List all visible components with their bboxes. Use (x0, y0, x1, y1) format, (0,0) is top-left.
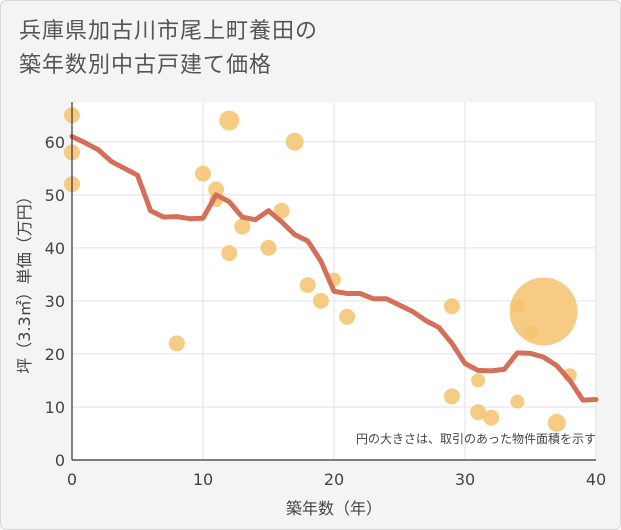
x-tick-label: 0 (67, 470, 77, 489)
y-tick-label: 0 (55, 451, 65, 470)
data-points (64, 107, 578, 432)
chart-title-line-1: 兵庫県加古川市尾上町養田の (19, 19, 319, 44)
x-tick-label: 30 (455, 470, 475, 489)
data-point (219, 110, 240, 131)
y-tick-label: 10 (45, 398, 65, 417)
trend-line-group (69, 134, 599, 403)
chart-title-line-2: 築年数別中古戸建て価格 (19, 53, 273, 78)
data-point (312, 292, 329, 309)
x-tick-label: 10 (193, 470, 213, 489)
data-point (299, 276, 316, 293)
y-tick-label: 40 (45, 239, 65, 258)
trend-line (69, 134, 599, 403)
data-point (483, 409, 500, 426)
y-tick-label: 30 (45, 292, 65, 311)
y-axis-title: 坪（3.3㎡）単価（万円） (15, 188, 34, 373)
x-tick-label: 40 (586, 470, 606, 489)
data-point (471, 373, 486, 388)
data-point (509, 277, 578, 346)
data-point (443, 388, 460, 405)
data-point (208, 181, 225, 198)
data-point (195, 165, 211, 182)
data-point (339, 308, 356, 325)
data-point (443, 298, 460, 315)
data-point (510, 394, 525, 409)
size-legend-note: 円の大きさは、取引のあった物件面積を示す (356, 431, 596, 446)
data-point (547, 413, 566, 432)
chart-title: 兵庫県加古川市尾上町養田の 築年数別中古戸建て価格 (19, 15, 318, 83)
data-point (285, 132, 304, 151)
x-axis-title: 築年数（年） (286, 499, 382, 518)
x-tick-label: 20 (324, 470, 344, 489)
data-point (470, 404, 487, 421)
y-tick-label: 50 (45, 186, 65, 205)
y-tick-label: 60 (45, 133, 65, 152)
axes: 0 10 20 30 40 50 60 0 10 20 30 40 (45, 102, 606, 489)
data-point (260, 239, 277, 256)
data-point (273, 202, 290, 219)
data-point (221, 245, 238, 262)
data-point (168, 335, 185, 352)
data-point (234, 218, 251, 235)
y-tick-label: 20 (45, 345, 65, 364)
